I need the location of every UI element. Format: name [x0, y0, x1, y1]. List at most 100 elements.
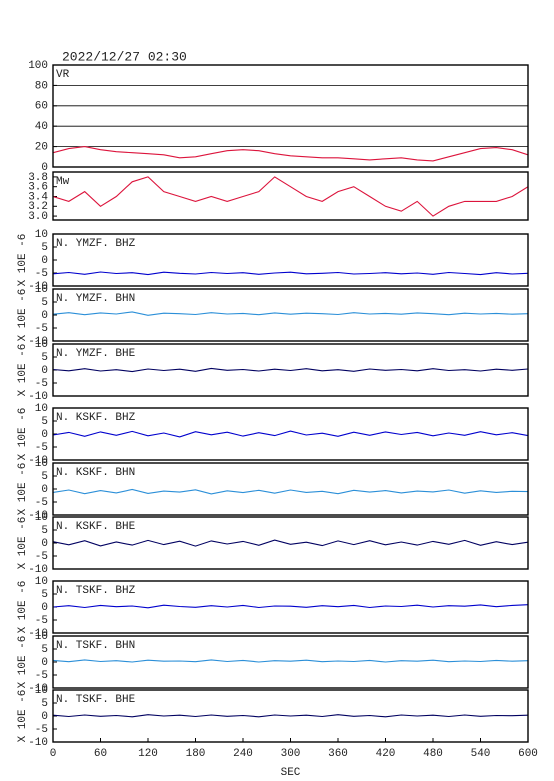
y-tick-label: 0 — [41, 657, 48, 669]
y-tick-label: -10 — [28, 737, 48, 749]
panel-label: Mw — [56, 176, 70, 188]
y-tick-label: 10 — [35, 576, 48, 588]
y-tick-label: -10 — [28, 564, 48, 576]
panel-label: N. TSKF. BHN — [56, 640, 135, 652]
trace-line — [53, 176, 528, 217]
y-tick-label: -5 — [35, 268, 48, 280]
y-tick-label: 0 — [41, 310, 48, 322]
y-tick-label: 20 — [35, 142, 48, 154]
y-tick-label: 100 — [28, 60, 48, 72]
y-tick-label: -10 — [28, 628, 48, 640]
panel-label: N. KSKF. BHE — [56, 521, 136, 533]
y-tick-label: 3.0 — [28, 211, 48, 223]
y-tick-label: 10 — [35, 631, 48, 643]
trace-line — [53, 367, 528, 373]
trace-line — [53, 604, 528, 609]
y-axis-label: X 10E -6 — [17, 463, 29, 516]
y-tick-label: 40 — [35, 121, 48, 133]
panel-frame — [52, 580, 529, 634]
y-tick-label: -5 — [35, 551, 48, 563]
y-tick-label: -5 — [35, 724, 48, 736]
panel-frame — [52, 407, 529, 461]
panel-label: VR — [56, 69, 70, 81]
panel-frame — [52, 635, 529, 689]
x-tick-label: 600 — [518, 748, 538, 760]
y-axis-label: X 10E -6 — [17, 636, 29, 689]
y-tick-label: -10 — [28, 391, 48, 403]
y-tick-label: -10 — [28, 683, 48, 695]
y-tick-label: 0 — [41, 711, 48, 723]
y-tick-label: 60 — [35, 101, 48, 113]
y-tick-label: 0 — [41, 429, 48, 441]
x-tick-label: 540 — [471, 748, 491, 760]
y-axis-label: X 10E -6 — [17, 517, 29, 570]
y-tick-label: 5 — [41, 352, 48, 364]
y-tick-label: 5 — [41, 416, 48, 428]
panel-frame — [52, 516, 529, 570]
y-tick-label: -10 — [28, 281, 48, 293]
panel-frame — [52, 171, 529, 221]
y-tick-label: -10 — [28, 455, 48, 467]
y-axis-label: X 10E -6 — [17, 408, 29, 461]
trace-line — [53, 488, 528, 495]
y-tick-label: 10 — [35, 229, 48, 241]
y-tick-label: 3.6 — [28, 182, 48, 194]
y-tick-label: 0 — [41, 255, 48, 267]
y-tick-label: 80 — [35, 80, 48, 92]
y-tick-label: -5 — [35, 442, 48, 454]
y-tick-label: 10 — [35, 403, 48, 415]
y-tick-label: 5 — [41, 644, 48, 656]
panel-label: N. TSKF. BHE — [56, 694, 136, 706]
y-tick-label: -5 — [35, 670, 48, 682]
x-axis-label: SEC — [281, 767, 301, 779]
panel-frame — [52, 64, 529, 168]
trace-line — [53, 146, 528, 162]
x-tick-label: 180 — [186, 748, 206, 760]
y-tick-label: 0 — [41, 365, 48, 377]
chart-title: 2022/12/27 02:30 — [62, 49, 187, 64]
y-tick-label: -5 — [35, 323, 48, 335]
panel-label: N. KSKF. BHZ — [56, 412, 136, 424]
y-tick-label: -5 — [35, 497, 48, 509]
y-axis-label: X 10E -6 — [17, 581, 29, 634]
y-axis-label: X 10E -6 — [17, 344, 29, 397]
y-tick-label: 3.8 — [28, 172, 48, 184]
panel-frame — [52, 343, 529, 397]
trace-line — [53, 311, 528, 316]
y-tick-label: 5 — [41, 698, 48, 710]
y-tick-label: 10 — [35, 339, 48, 351]
y-axis-label: X 10E -6 — [17, 234, 29, 287]
panel-frame — [52, 233, 529, 287]
trace-line — [53, 714, 528, 718]
x-tick-label: 60 — [94, 748, 107, 760]
panel-label: N. KSKF. BHN — [56, 467, 135, 479]
y-tick-label: 5 — [41, 242, 48, 254]
panel-label: N. YMZF. BHZ — [56, 238, 136, 250]
trace-line — [53, 430, 528, 438]
y-tick-label: -5 — [35, 378, 48, 390]
y-tick-label: -10 — [28, 336, 48, 348]
x-tick-label: 240 — [233, 748, 253, 760]
y-tick-label: 0 — [41, 602, 48, 614]
panel-label: N. YMZF. BHE — [56, 348, 136, 360]
x-tick-label: 360 — [328, 748, 348, 760]
x-tick-label: 0 — [50, 748, 57, 760]
y-axis-label: X 10E -6 — [17, 289, 29, 342]
y-tick-label: 3.4 — [28, 191, 48, 203]
y-tick-label: 0 — [41, 538, 48, 550]
y-tick-label: 10 — [35, 458, 48, 470]
panel-label: N. TSKF. BHZ — [56, 585, 136, 597]
y-tick-label: -10 — [28, 510, 48, 522]
y-axis-label: X 10E -6 — [17, 690, 29, 743]
panel-frame — [52, 288, 529, 342]
y-tick-label: 10 — [35, 512, 48, 524]
y-tick-label: 0 — [41, 484, 48, 496]
y-tick-label: 5 — [41, 525, 48, 537]
y-tick-label: 10 — [35, 284, 48, 296]
x-tick-label: 300 — [281, 748, 301, 760]
trace-line — [53, 539, 528, 547]
panel-frame — [52, 462, 529, 516]
y-tick-label: -5 — [35, 615, 48, 627]
y-tick-label: 5 — [41, 471, 48, 483]
